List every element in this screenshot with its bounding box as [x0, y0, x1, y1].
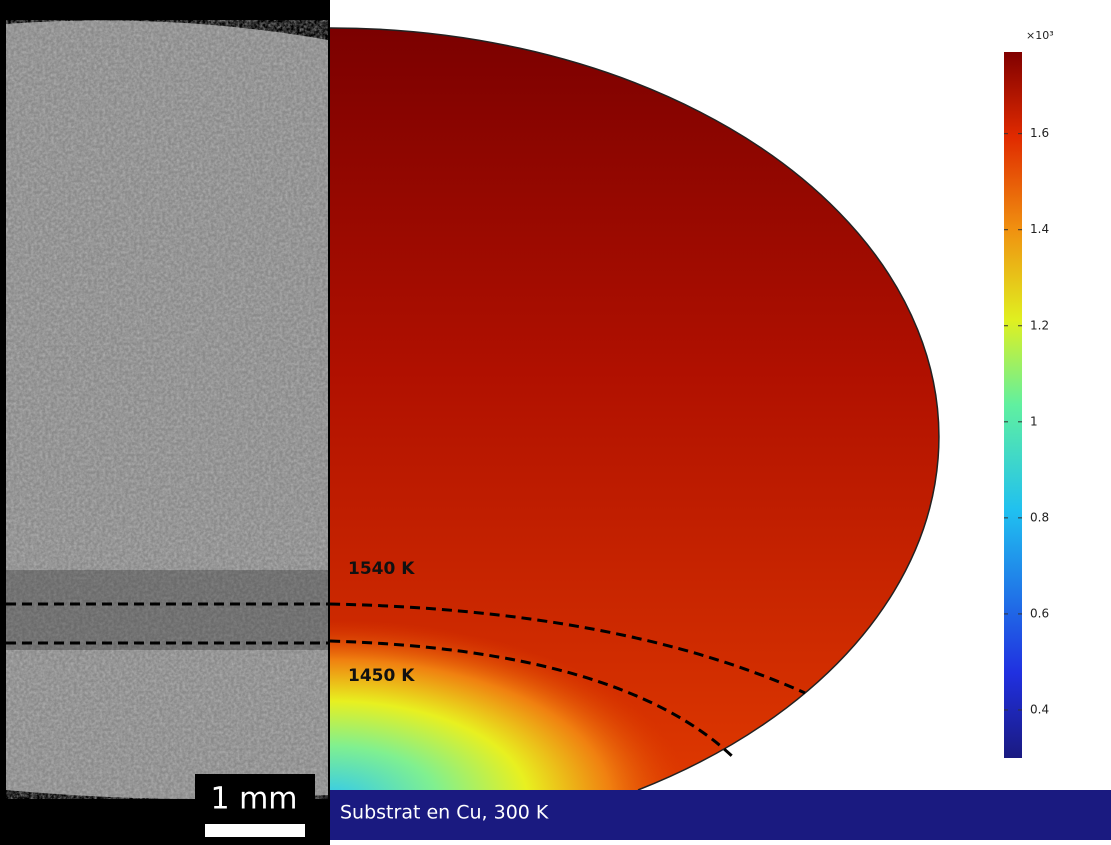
micrograph-texture	[6, 20, 328, 799]
drop-outline	[329, 27, 940, 791]
colorbar-tick-label: 1.4	[1030, 222, 1049, 236]
colorbar-tick-label: 1.6	[1030, 126, 1049, 140]
colorbar	[1004, 52, 1022, 758]
temperature-field-cold	[330, 400, 939, 791]
isotherm-curve	[329, 602, 806, 695]
colorbar-tick-label: 0.6	[1030, 606, 1049, 620]
substrate	[330, 790, 1111, 840]
colorbar-tick-label: 0.8	[1030, 510, 1049, 524]
colorbar-tick-label: 1.2	[1030, 318, 1049, 332]
scale-bar	[205, 824, 305, 837]
colorbar-ticks: 0.4 0.6 0.8 1 1.2 1.4 1.6	[1004, 126, 1049, 716]
melt-band	[6, 570, 328, 650]
colorbar-tick-label: 0.4	[1030, 702, 1049, 716]
colorbar-tick-label: 1	[1030, 414, 1038, 428]
isotherm-curve	[329, 639, 735, 759]
isotherm-label: 1450 K	[348, 666, 415, 686]
isotherm-label: 1540 K	[348, 559, 415, 579]
colorbar-multiplier: ×10³	[1026, 29, 1054, 42]
substrate-label: Substrat en Cu, 300 K	[340, 802, 549, 824]
scale-bar-label: 1 mm	[210, 782, 297, 817]
